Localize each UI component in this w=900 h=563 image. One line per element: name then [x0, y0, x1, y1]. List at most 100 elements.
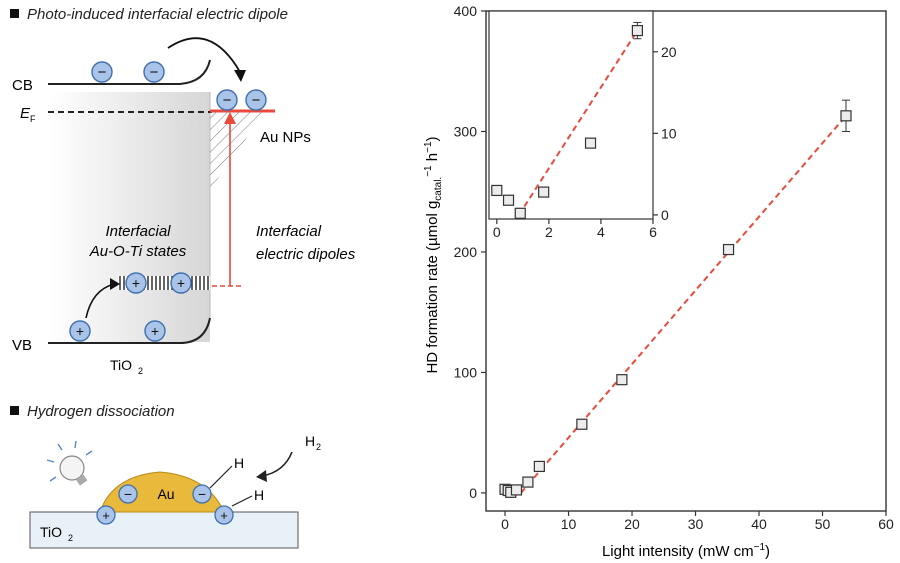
x-tick-label: 2	[545, 224, 553, 240]
h-atom-label: H	[254, 487, 264, 503]
dipoles-label-line2: electric dipoles	[256, 246, 356, 263]
svg-text:2: 2	[68, 533, 73, 543]
x-tick-label: 60	[878, 516, 894, 532]
x-tick-label: 10	[561, 516, 577, 532]
data-point	[584, 137, 597, 149]
au-nps-label: Au NPs	[260, 129, 311, 146]
heading-dipole: Photo-induced interfacial electric dipol…	[10, 6, 288, 23]
data-point	[533, 460, 545, 473]
svg-text:−: −	[252, 92, 261, 109]
tio2-substrate-label: TiO 2	[40, 524, 73, 543]
ef-label: E F	[20, 105, 36, 124]
h-atom-label: H	[234, 455, 244, 471]
x-tick-label: 30	[688, 516, 704, 532]
svg-text:−: −	[150, 64, 159, 81]
electron-particle: −	[245, 89, 267, 111]
electron-particle: −	[143, 61, 165, 83]
x-tick-label: 0	[501, 516, 509, 532]
electron-particle: −	[91, 61, 113, 83]
y-tick-label: 400	[454, 3, 478, 19]
x-tick-label: 50	[815, 516, 831, 532]
y-tick-label: 20	[661, 44, 677, 60]
au-label: Au	[157, 486, 174, 502]
svg-text:TiO: TiO	[40, 524, 62, 540]
electron-transfer-arrow	[167, 37, 241, 73]
tio2-substrate	[29, 511, 299, 549]
svg-text:−: −	[98, 64, 107, 81]
svg-text:+: +	[76, 323, 84, 339]
inset-plot-frame	[488, 10, 654, 220]
svg-text:+: +	[102, 508, 110, 523]
hole-particle: +	[170, 272, 192, 294]
data-point	[491, 184, 503, 197]
heading-hydrogen: Hydrogen dissociation	[10, 403, 175, 420]
valence-band-line	[48, 317, 211, 344]
svg-text:+: +	[177, 275, 185, 291]
x-axis-label: Light intensity (mW cm−1)	[602, 542, 770, 560]
hole-particle: +	[96, 505, 116, 525]
y-tick-label: 10	[661, 125, 677, 141]
fit-line	[518, 30, 639, 216]
svg-text:2: 2	[138, 366, 143, 376]
y-tick-label: 0	[661, 207, 669, 223]
hole-particle: +	[214, 505, 234, 525]
y-tick-label: 200	[454, 244, 478, 260]
electron-particle: −	[216, 89, 238, 111]
svg-text:TiO: TiO	[110, 357, 132, 373]
x-tick-label: 4	[597, 224, 605, 240]
data-point	[616, 374, 628, 386]
electron-particle: −	[192, 484, 212, 504]
y-axis-label: HD formation rate (µmol gcatal.−1 h−1)	[423, 136, 444, 373]
data-point	[840, 110, 852, 122]
hole-particle: +	[125, 272, 147, 294]
svg-text:H: H	[305, 433, 315, 449]
band-diagram: − − − − + + + + CB V	[12, 37, 356, 549]
main-data	[499, 99, 852, 498]
data-point	[538, 186, 550, 198]
x-tick-label: 20	[624, 516, 640, 532]
fit-line	[520, 115, 847, 494]
au-hatch	[210, 112, 265, 190]
x-tick-label: 40	[751, 516, 767, 532]
svg-text:−: −	[198, 486, 206, 502]
light-bulb-icon	[46, 440, 93, 486]
electron-particle: −	[118, 484, 138, 504]
data-point	[502, 194, 515, 206]
y-tick-label: 0	[469, 485, 477, 501]
y-tick-label: 300	[454, 123, 478, 139]
svg-text:+: +	[132, 275, 140, 291]
tio2-label: TiO 2	[110, 357, 143, 376]
svg-text:−: −	[124, 486, 132, 502]
svg-text:+: +	[220, 508, 228, 523]
x-tick-label: 6	[649, 224, 657, 240]
cb-label: CB	[12, 77, 33, 94]
data-point	[631, 24, 643, 37]
hole-particle: +	[144, 320, 166, 342]
interfacial-states-label-line1: Interfacial	[105, 223, 171, 240]
interfacial-states-label-line2: Au-O-Ti states	[89, 243, 187, 260]
data-point	[510, 484, 523, 496]
main-plot-frame	[485, 10, 887, 512]
data-point	[522, 476, 534, 488]
y-tick-label: 100	[454, 364, 478, 380]
bullet-square	[10, 406, 19, 415]
hole-particle: +	[69, 320, 91, 342]
svg-text:−: −	[223, 92, 232, 109]
dipoles-label-line1: Interfacial	[256, 223, 322, 240]
data-point	[576, 418, 588, 430]
data-point	[514, 207, 526, 219]
conduction-band-line	[48, 59, 211, 85]
svg-text:+: +	[151, 323, 159, 339]
svg-text:E: E	[20, 105, 31, 122]
x-tick-label: 0	[493, 224, 501, 240]
vb-label: VB	[12, 337, 32, 354]
bullet-square	[10, 9, 19, 18]
data-point	[722, 243, 735, 256]
svg-text:F: F	[30, 114, 36, 124]
inset-data	[491, 21, 643, 219]
band-gap-region	[50, 92, 210, 342]
svg-text:2: 2	[316, 442, 321, 452]
